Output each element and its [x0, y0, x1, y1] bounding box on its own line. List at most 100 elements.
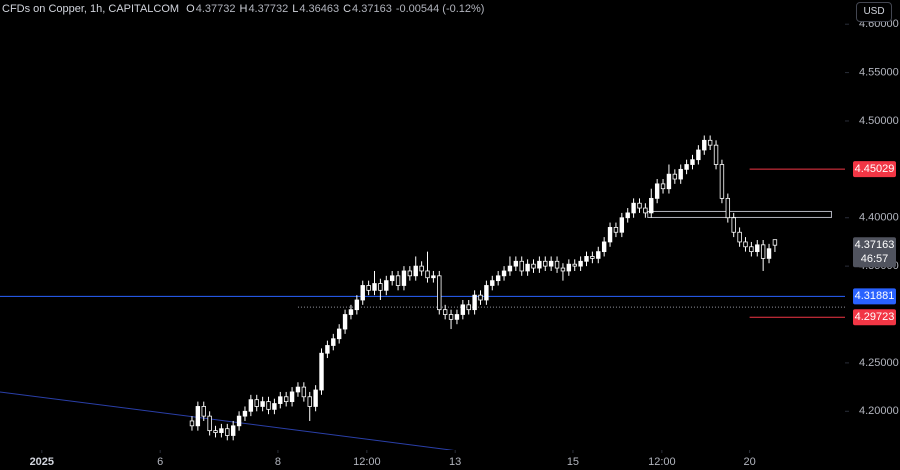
candle-body — [266, 401, 271, 410]
x-tick-label: 20 — [743, 456, 755, 468]
price-badge-label: 4.45029 — [855, 163, 895, 175]
candle-body — [384, 280, 389, 291]
candle-body — [442, 309, 448, 315]
candle-body — [419, 265, 424, 272]
price-badge — [853, 161, 896, 178]
candle-body — [283, 396, 289, 403]
candle-body — [660, 183, 666, 190]
price-badge-label: 4.37163 — [855, 239, 895, 251]
candle-body — [519, 260, 524, 272]
candle-body — [760, 244, 766, 259]
ohlc-legend: CFDs on Copper, 1h, CAPITALCOM O4.37732 H… — [2, 3, 488, 15]
candle-body — [749, 246, 754, 253]
candle-body — [690, 159, 695, 165]
candle-body — [260, 401, 265, 407]
candle-body — [584, 256, 589, 262]
candle-body — [431, 275, 436, 279]
candle-body — [301, 386, 307, 398]
candle-body — [613, 227, 619, 233]
candle-body — [560, 267, 566, 272]
candle-body — [472, 294, 477, 311]
candle-body — [372, 283, 377, 291]
y-tick-label: 4.40000 — [859, 212, 899, 224]
y-tick-label: 4.55000 — [859, 66, 899, 78]
y-tick-label: 4.25000 — [859, 357, 899, 369]
price-badge — [853, 309, 896, 326]
price-badge — [853, 237, 896, 268]
price-badge-label: 4.29723 — [855, 311, 895, 323]
x-tick-label: 8 — [275, 456, 281, 468]
candle-body — [631, 202, 636, 214]
candle-body — [654, 183, 660, 199]
candle-body — [490, 280, 495, 286]
candle-body — [219, 428, 224, 433]
candle-body — [313, 389, 318, 407]
candle-body — [713, 144, 719, 165]
ohlc-key: H — [239, 3, 248, 15]
candle-body — [195, 406, 201, 427]
candle-body — [596, 251, 601, 259]
ohlc-value: 4.36463 — [299, 3, 340, 15]
candle-body — [719, 164, 725, 199]
price-badge-label: 4.31881 — [855, 290, 895, 302]
candle-body — [590, 256, 595, 259]
countdown-label: 46:57 — [861, 253, 889, 265]
x-tick-label: 13 — [449, 456, 461, 468]
candle-body — [248, 399, 254, 412]
candle-body — [696, 149, 701, 161]
candle-body — [342, 314, 348, 330]
candle-body — [548, 260, 554, 267]
candle-body — [513, 260, 519, 267]
candle-body — [331, 338, 336, 346]
candle-body — [307, 396, 312, 407]
trendline — [0, 391, 459, 452]
candle-body — [678, 168, 683, 180]
candle-body — [207, 415, 212, 432]
candle-body — [378, 283, 383, 291]
x-tick-label: 6 — [157, 456, 163, 468]
candle-body — [413, 265, 418, 277]
time-scale — [0, 450, 845, 470]
candle-body — [454, 314, 460, 320]
candle-body — [460, 304, 466, 315]
candle-body — [401, 270, 407, 286]
candle-body — [213, 430, 218, 433]
candle-body — [389, 275, 395, 282]
candle-body — [619, 217, 625, 233]
zone-box — [647, 210, 832, 218]
candle-body — [702, 139, 707, 151]
candle-body — [507, 265, 513, 272]
candle-body — [537, 260, 542, 269]
candle-body — [731, 217, 736, 233]
candle-body — [572, 263, 577, 267]
candle-body — [501, 270, 507, 277]
ohlc-value: 4.37732 — [248, 3, 289, 15]
currency-button[interactable]: USD — [856, 2, 892, 22]
candle-body — [672, 173, 678, 180]
candle-body — [643, 207, 648, 214]
candle-body — [437, 275, 442, 311]
candle-body — [684, 164, 689, 170]
candle-body — [766, 248, 772, 259]
candle-body — [254, 399, 259, 407]
candle-body — [354, 299, 360, 311]
candle-body — [407, 270, 413, 277]
candle-body — [325, 345, 330, 354]
candle-body — [601, 241, 607, 253]
candle-body — [201, 406, 206, 417]
change: -0.00544 (-0.12%) — [395, 3, 485, 15]
price-scale — [845, 0, 900, 470]
candle-body — [666, 173, 672, 190]
candle-body — [425, 270, 430, 279]
candle-body — [289, 391, 295, 403]
candle-body — [478, 294, 483, 301]
candle-body — [725, 197, 731, 219]
candle-body — [607, 227, 613, 243]
candle-body — [531, 263, 536, 269]
ohlc-value: 4.37163 — [352, 3, 392, 15]
x-tick-label: 12:00 — [648, 456, 676, 468]
x-tick-label: 15 — [567, 456, 579, 468]
candle-body — [743, 241, 748, 248]
